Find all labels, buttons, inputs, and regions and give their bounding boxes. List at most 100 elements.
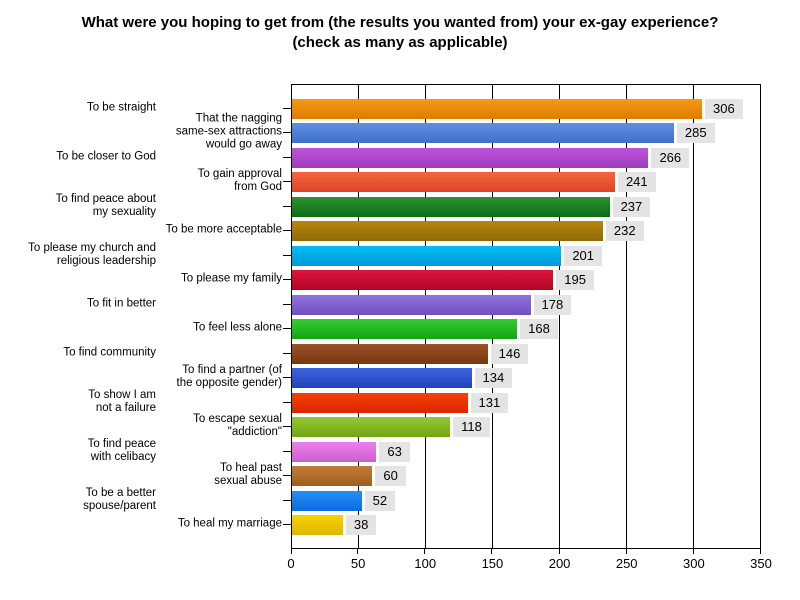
bar xyxy=(292,270,554,290)
axis-tick xyxy=(625,548,627,554)
bar-row: 146 xyxy=(292,343,761,364)
bar-row: 195 xyxy=(292,270,761,290)
axis-tick xyxy=(760,548,761,554)
bar xyxy=(292,343,488,364)
axis-tick-label: 350 xyxy=(750,556,772,571)
axis-tick xyxy=(692,548,694,554)
category-label: To find community xyxy=(63,346,156,358)
bar-row: 232 xyxy=(292,221,761,241)
bar xyxy=(292,294,531,315)
chart-title: What were you hoping to get from (the re… xyxy=(0,13,800,53)
bar-row: 285 xyxy=(292,123,761,143)
label-tick xyxy=(283,181,291,182)
bar xyxy=(292,98,703,119)
value-label: 146 xyxy=(490,343,529,364)
label-tick xyxy=(283,328,291,329)
x-axis: 0 50 100 150 200 250 300 350 xyxy=(287,547,772,587)
axis-tick-label: 250 xyxy=(615,556,638,571)
bar-row: 131 xyxy=(292,392,761,413)
axis-tick xyxy=(291,548,292,554)
chart-title-line1: What were you hoping to get from (the re… xyxy=(81,14,719,31)
bar-row: 134 xyxy=(292,368,761,388)
label-tick xyxy=(283,450,291,452)
label-tick xyxy=(283,499,291,501)
category-label: To show I am not a failure xyxy=(88,388,156,414)
axis-tick-label: 50 xyxy=(350,556,366,571)
bar-row: 306 xyxy=(292,98,761,119)
bar xyxy=(292,490,362,511)
bar-row: 52 xyxy=(292,490,761,511)
gridline-350 xyxy=(760,85,761,548)
label-tick xyxy=(283,524,291,525)
category-label: To heal my marriage xyxy=(177,517,282,530)
bar xyxy=(292,392,468,413)
axis-tick xyxy=(424,548,426,554)
category-label: To gain approval from God xyxy=(197,168,282,193)
category-label: To be straight xyxy=(86,101,156,113)
bar-row: 63 xyxy=(292,441,761,462)
label-tick xyxy=(283,303,291,305)
value-label: 237 xyxy=(612,196,651,217)
value-label: 195 xyxy=(556,270,594,290)
axis-tick-label: 100 xyxy=(414,556,437,571)
value-label: 134 xyxy=(474,368,513,388)
label-tick xyxy=(283,352,291,354)
category-labels-near-column: That the nagging same-sex attractions woul… xyxy=(0,84,282,547)
category-label: To fit in better xyxy=(86,297,156,309)
value-label: 52 xyxy=(364,490,396,511)
value-label: 118 xyxy=(453,417,490,437)
value-label: 232 xyxy=(605,221,644,241)
category-label: To be a better spouse/parent xyxy=(83,486,156,512)
axis-tick-label: 150 xyxy=(481,556,504,571)
category-label: To be closer to God xyxy=(56,150,156,162)
bar xyxy=(292,221,603,241)
bar-row: 168 xyxy=(292,319,761,339)
label-tick xyxy=(283,230,291,231)
bar xyxy=(292,417,451,437)
bar xyxy=(292,515,343,535)
value-label: 285 xyxy=(676,123,715,143)
bar-row: 178 xyxy=(292,294,761,315)
category-label: To find a partner (of the opposite gender… xyxy=(176,364,283,389)
category-label: To be more acceptable xyxy=(165,223,282,236)
bar-row: 38 xyxy=(292,515,761,535)
bar-row: 60 xyxy=(292,466,761,486)
category-label: To heal past sexual abuse xyxy=(214,462,282,487)
label-tick xyxy=(283,279,291,280)
category-label: That the nagging same-sex attractions woul… xyxy=(175,112,282,151)
label-tick xyxy=(283,156,291,158)
bar-row: 201 xyxy=(292,245,761,266)
bar xyxy=(292,368,472,388)
axis-tick-label: 300 xyxy=(682,556,705,571)
bar-row: 266 xyxy=(292,147,761,168)
gridline-150 xyxy=(492,85,493,548)
category-label: To escape sexual "addiction" xyxy=(193,413,282,438)
category-labels-far-column: To be straight To be closer to God To find… xyxy=(0,84,156,547)
label-tick xyxy=(283,132,291,133)
value-label: 201 xyxy=(564,245,603,266)
label-tick xyxy=(283,426,291,427)
value-label: 38 xyxy=(345,515,377,535)
chart-title-line2: (check as many as applicable) xyxy=(292,34,508,51)
gridline-300 xyxy=(693,85,694,548)
plot-area: 306 285 266 241 237 232 201 195 178 168 146 134 131 1… xyxy=(291,84,761,549)
value-label: 306 xyxy=(705,98,743,119)
gridline-200 xyxy=(558,85,560,548)
axis-tick-label: 200 xyxy=(548,556,571,571)
axis-tick xyxy=(357,548,359,554)
label-tick xyxy=(283,254,291,256)
value-label: 131 xyxy=(470,392,509,413)
gridline-100 xyxy=(424,85,426,548)
label-tick xyxy=(283,475,291,476)
value-label: 178 xyxy=(533,294,572,315)
bar-row: 118 xyxy=(292,417,761,437)
label-tick xyxy=(283,377,291,378)
gridline-250 xyxy=(626,85,627,548)
bar xyxy=(292,245,562,266)
label-tick xyxy=(283,205,291,207)
category-label: To find peace with celibacy xyxy=(87,437,156,463)
value-label: 63 xyxy=(379,441,410,462)
bar xyxy=(292,196,610,217)
category-label: To feel less alone xyxy=(193,321,282,334)
category-label: To please my family xyxy=(181,272,282,285)
